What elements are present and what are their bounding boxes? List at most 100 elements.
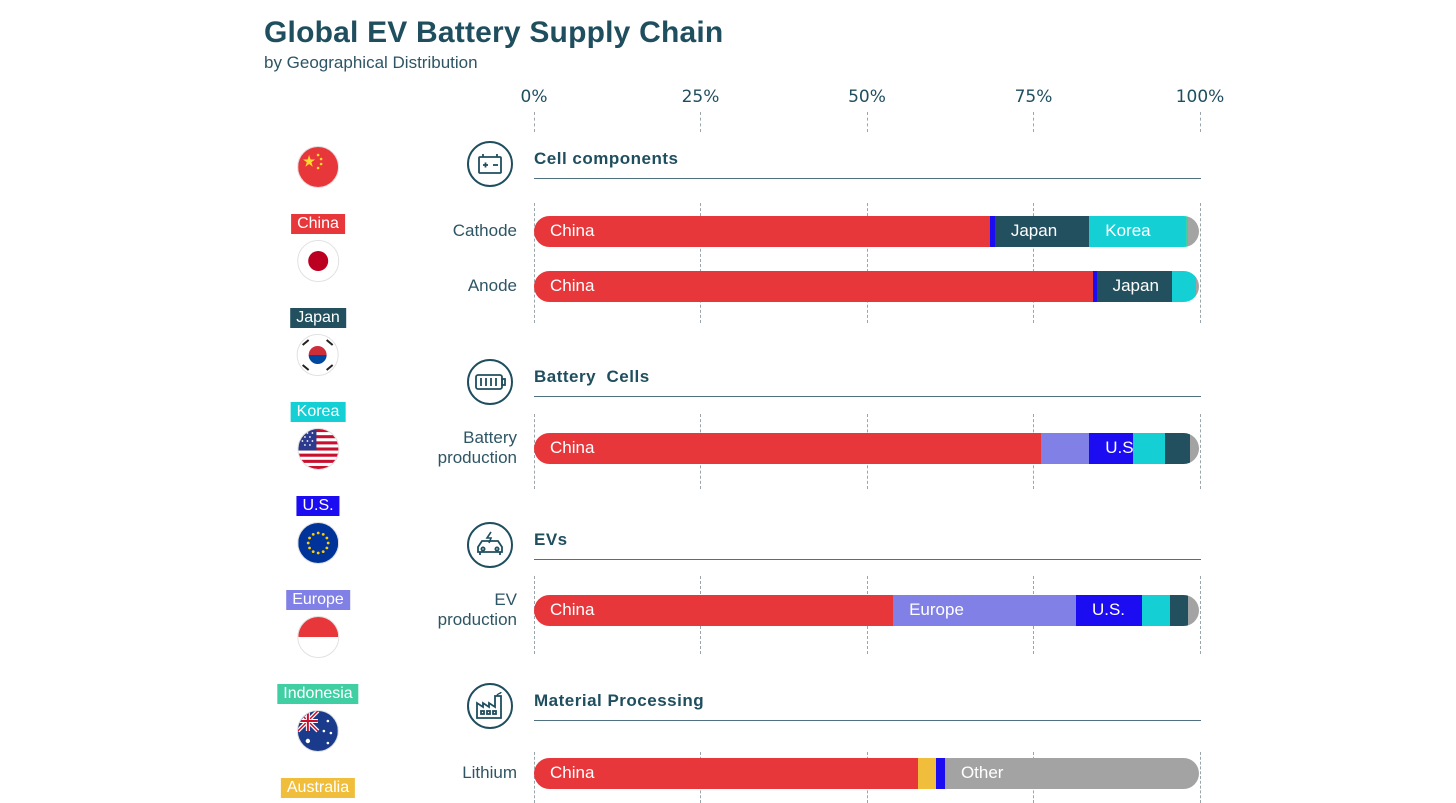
bar-segment-china: China xyxy=(534,757,918,789)
legend-label: Indonesia xyxy=(277,684,359,704)
bar-segment-label: Other xyxy=(960,763,1004,782)
x-gridline xyxy=(866,112,868,132)
bar-segment-china: China xyxy=(534,270,1093,302)
legend-item: Australia xyxy=(280,710,356,798)
bar-segment-label: China xyxy=(550,763,595,782)
bar-segment-us xyxy=(989,215,995,247)
bar-segment-us: U.S. xyxy=(1075,594,1142,626)
bar-segment-china: China xyxy=(534,432,1042,464)
bar-segment-japan xyxy=(1165,432,1190,464)
legend-label: Australia xyxy=(280,778,356,798)
row-label-line: production xyxy=(437,448,517,467)
legend-label: Japan xyxy=(290,308,346,328)
korea-flag-icon xyxy=(296,334,339,376)
bar-segment-china: China xyxy=(534,215,990,247)
bar-segment-korea xyxy=(1133,432,1166,464)
x-tick-label: 50% xyxy=(848,87,886,107)
us-flag-icon xyxy=(297,428,339,470)
bar-segment-label: U.S. xyxy=(1105,438,1139,457)
stacked-bar: China U.S. xyxy=(534,432,1199,464)
row-label-line: Cathode xyxy=(452,221,517,240)
bar-segment-label: China xyxy=(550,221,595,240)
japan-flag-icon xyxy=(297,240,339,282)
x-gridline xyxy=(1033,112,1034,132)
bar-segment-japan xyxy=(1170,594,1189,626)
x-gridline xyxy=(866,203,868,323)
ev-car-icon xyxy=(467,522,513,568)
legend-label: Europe xyxy=(286,590,350,610)
bar-segment-label: U.S. xyxy=(1091,600,1126,619)
x-gridline xyxy=(533,112,535,132)
bar-segment-label: China xyxy=(550,600,595,619)
bar-segment-other xyxy=(1189,432,1199,464)
bar-segment-label: Korea xyxy=(1105,221,1151,240)
x-gridline xyxy=(1199,203,1201,323)
legend-item: Korea xyxy=(290,334,346,422)
x-gridline xyxy=(700,203,701,323)
section-divider xyxy=(534,396,1201,397)
legend-item: U.S. xyxy=(296,428,340,516)
battery-icon xyxy=(467,141,513,187)
bar-segment-korea xyxy=(1141,594,1171,626)
section-divider xyxy=(534,178,1201,179)
stacked-bar: China Japan Korea xyxy=(534,215,1199,247)
stacked-bar: China Japan xyxy=(534,270,1199,302)
bar-segment-europe: Europe xyxy=(893,594,1076,626)
bar-segment-other xyxy=(1196,270,1199,302)
x-gridline xyxy=(1199,414,1201,489)
x-tick-label: 100% xyxy=(1175,87,1225,107)
legend-item: Japan xyxy=(290,240,346,328)
page-subtitle: by Geographical Distribution xyxy=(264,53,478,72)
legend-label: China xyxy=(291,214,345,234)
bar-segment-australia xyxy=(917,757,936,789)
legend-item: China xyxy=(291,146,345,234)
stacked-bar: China Europe U.S. xyxy=(534,594,1199,626)
factory-icon xyxy=(467,683,513,729)
bar-segment-indonesia xyxy=(1185,215,1188,247)
eu-flag-icon xyxy=(297,522,339,564)
x-gridline xyxy=(1199,752,1201,803)
section-divider xyxy=(534,720,1201,721)
section-divider xyxy=(534,559,1201,560)
china-flag-icon xyxy=(297,146,339,188)
bar-segment-china: China xyxy=(534,594,894,626)
x-gridline xyxy=(533,203,535,323)
page-title: Global EV Battery Supply Chain xyxy=(264,16,724,49)
section-title: Cell components xyxy=(534,149,679,168)
row-label-line: Anode xyxy=(467,276,517,295)
bar-segment-europe xyxy=(1041,432,1090,464)
row-label: Battery production xyxy=(438,428,517,468)
legend-label: U.S. xyxy=(296,496,340,516)
x-tick-label: 0% xyxy=(520,87,548,107)
bar-segment-other xyxy=(1187,215,1199,247)
bar-segment-label: China xyxy=(550,276,595,295)
legend-label: Korea xyxy=(290,402,346,422)
row-label: Lithium xyxy=(462,763,517,783)
x-gridline xyxy=(700,112,701,132)
stacked-bar: China Other xyxy=(534,757,1199,789)
x-tick-label: 25% xyxy=(681,87,720,107)
bar-segment-korea xyxy=(1172,270,1197,302)
legend-item: Indonesia xyxy=(277,616,359,704)
row-label: Anode xyxy=(468,276,517,296)
bar-segment-us xyxy=(935,757,945,789)
x-gridline xyxy=(1199,112,1201,132)
section-title: Battery Cells xyxy=(534,367,650,386)
battery-cells-icon xyxy=(467,359,513,405)
bar-segment-label: Japan xyxy=(1010,221,1058,240)
bar-segment-label: Europe xyxy=(909,600,964,619)
bar-segment-other xyxy=(1188,594,1199,626)
x-gridline xyxy=(1033,203,1034,323)
row-label: EV production xyxy=(438,590,517,630)
row-label-line: EV xyxy=(494,590,517,609)
bar-segment-other: Other xyxy=(944,757,1199,789)
bar-segment-korea: Korea xyxy=(1089,215,1186,247)
indonesia-flag-icon xyxy=(296,616,339,658)
section-title: EVs xyxy=(534,530,568,549)
x-tick-label: 75% xyxy=(1014,87,1053,107)
row-label-line: Lithium xyxy=(462,763,517,782)
australia-flag-icon xyxy=(297,710,339,752)
row-label-line: Battery xyxy=(463,428,517,447)
bar-segment-japan: Japan xyxy=(1096,270,1173,302)
bar-segment-label: Japan xyxy=(1112,276,1159,295)
